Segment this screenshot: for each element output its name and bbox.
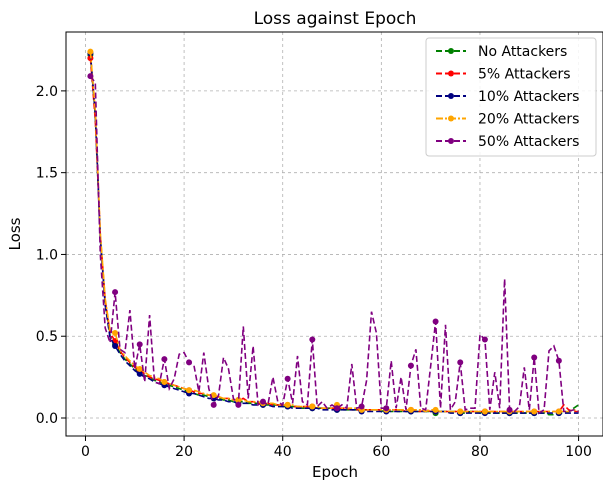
data-point	[112, 289, 119, 296]
x-tick-label: 20	[175, 444, 193, 460]
data-point	[432, 406, 439, 413]
data-point	[136, 370, 143, 377]
data-point	[358, 403, 365, 410]
data-point	[112, 343, 119, 350]
x-tick-label: 80	[471, 444, 489, 460]
data-point	[309, 403, 316, 410]
data-point	[531, 408, 538, 415]
data-point	[481, 408, 488, 415]
series-4	[87, 73, 579, 415]
data-point	[506, 406, 513, 413]
x-tick-label: 40	[274, 444, 292, 460]
chart-title: Loss against Epoch	[254, 9, 417, 29]
legend-label: 10% Attackers	[478, 89, 579, 105]
y-tick-label: 1.5	[36, 166, 58, 182]
data-point	[555, 357, 562, 364]
data-point	[284, 375, 291, 382]
data-point	[259, 398, 266, 405]
data-point	[407, 362, 414, 369]
data-point	[309, 336, 316, 343]
data-point	[210, 392, 217, 399]
data-point	[555, 408, 562, 415]
legend-label: 20% Attackers	[478, 112, 579, 128]
legend-marker	[448, 70, 454, 77]
legend-label: 50% Attackers	[478, 134, 579, 150]
data-point	[457, 408, 464, 415]
x-tick-label: 0	[81, 444, 90, 460]
data-point	[383, 405, 390, 412]
y-axis-label: Loss	[6, 217, 24, 250]
x-tick-label: 100	[565, 444, 592, 460]
legend: No Attackers 5% Attackers 10% Attackers 20%…	[425, 37, 597, 157]
series-layer	[87, 48, 580, 417]
legend-marker	[448, 138, 454, 144]
legend-marker	[448, 93, 454, 99]
data-point	[284, 401, 291, 408]
legend-marker	[448, 115, 454, 122]
data-point	[432, 318, 439, 325]
y-tick-label: 2.0	[36, 84, 58, 100]
legend-label: No Attackers	[478, 44, 567, 60]
data-point	[531, 354, 538, 361]
x-axis-label: Epoch	[312, 463, 358, 481]
data-point	[457, 359, 464, 366]
data-point	[112, 329, 119, 336]
data-point	[481, 336, 488, 343]
data-point	[136, 365, 143, 372]
data-point	[210, 401, 217, 408]
data-point	[235, 397, 242, 404]
data-point	[161, 356, 168, 363]
y-tick-label: 0.0	[36, 411, 58, 427]
data-point	[161, 379, 168, 386]
data-point	[407, 406, 414, 413]
legend-box	[425, 37, 597, 157]
plot-frame	[65, 31, 603, 437]
ticks: 0 20 40 60 80 100 0.0 0.5 1.0 1.5 2.0	[36, 84, 592, 460]
y-tick-label: 0.5	[36, 329, 58, 345]
data-point	[333, 405, 340, 412]
y-tick-label: 1.0	[36, 247, 58, 263]
data-point	[136, 341, 143, 348]
data-point	[87, 73, 94, 80]
data-point	[87, 48, 94, 55]
x-tick-label: 60	[372, 444, 390, 460]
legend-label: 5% Attackers	[478, 67, 571, 83]
data-point	[235, 401, 242, 408]
data-point	[186, 359, 193, 366]
data-point	[186, 387, 193, 394]
legend-marker	[448, 48, 454, 54]
